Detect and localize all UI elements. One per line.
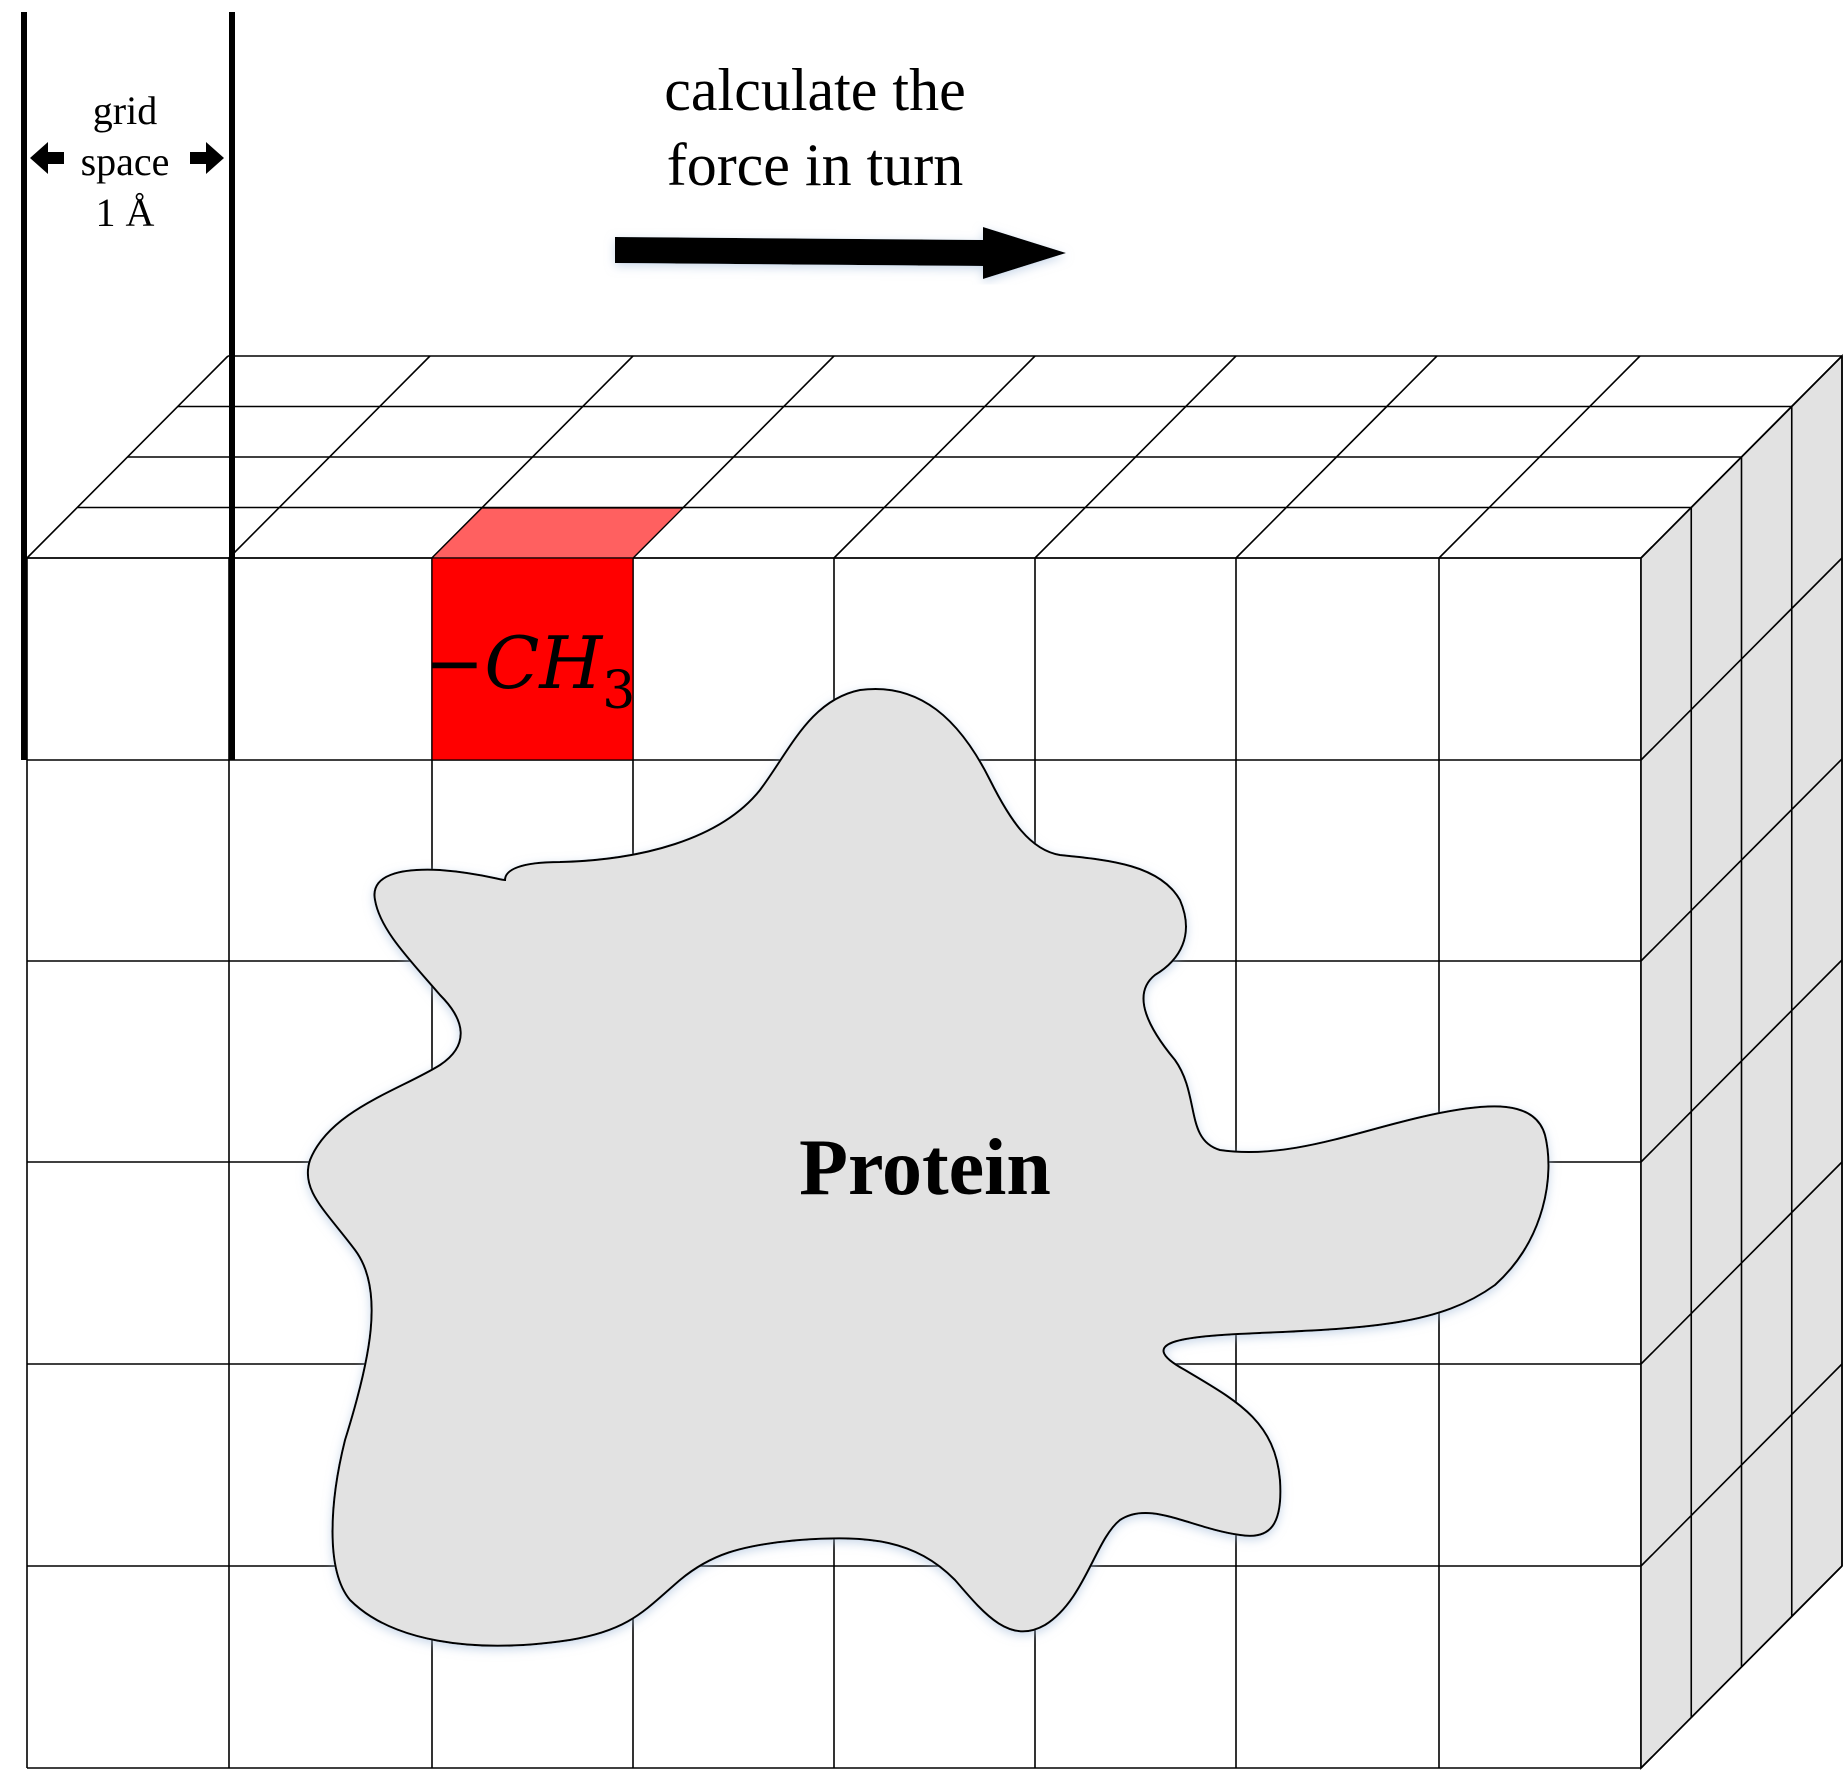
direction-indicator: calculate the force in turn [615,57,1066,279]
grid-spacing-label-line3: 1 Å [96,190,155,235]
side-grid-line [1640,1565,1843,1769]
side-grid-line [1640,959,1843,1163]
grid-spacing-indicator: grid space 1 Å [21,12,235,760]
side-grid-line [1640,758,1843,962]
spacing-bar-right [229,12,235,760]
direction-label-line1: calculate the [664,57,965,123]
top-grid [26,355,1843,559]
side-grid [1640,354,1843,1770]
probe-cell [430,507,685,761]
probe-label-subscript: 3 [602,661,635,721]
direction-label-line2: force in turn [667,132,964,198]
side-grid-line [1640,557,1843,761]
protein-label: Protein [799,1124,1051,1212]
probe-cell-front [431,557,634,761]
spacing-bar-left [21,12,27,760]
grid-spacing-label-line1: grid [93,88,157,133]
side-grid-line [1640,355,1843,559]
spacing-arrow-right-icon [190,142,224,174]
direction-arrow-icon [615,227,1066,279]
grid-spacing-label-line2: space [81,139,170,184]
side-grid-line [1640,1161,1843,1365]
side-grid-line [1640,1363,1843,1567]
spacing-arrow-left-icon [30,142,64,174]
probe-cell-top [430,507,685,559]
probe-label-main: CH [484,621,603,705]
probe-label: −CH3 [424,621,635,721]
probe-label-dash: − [424,621,484,705]
protein-shape [306,687,1550,1647]
